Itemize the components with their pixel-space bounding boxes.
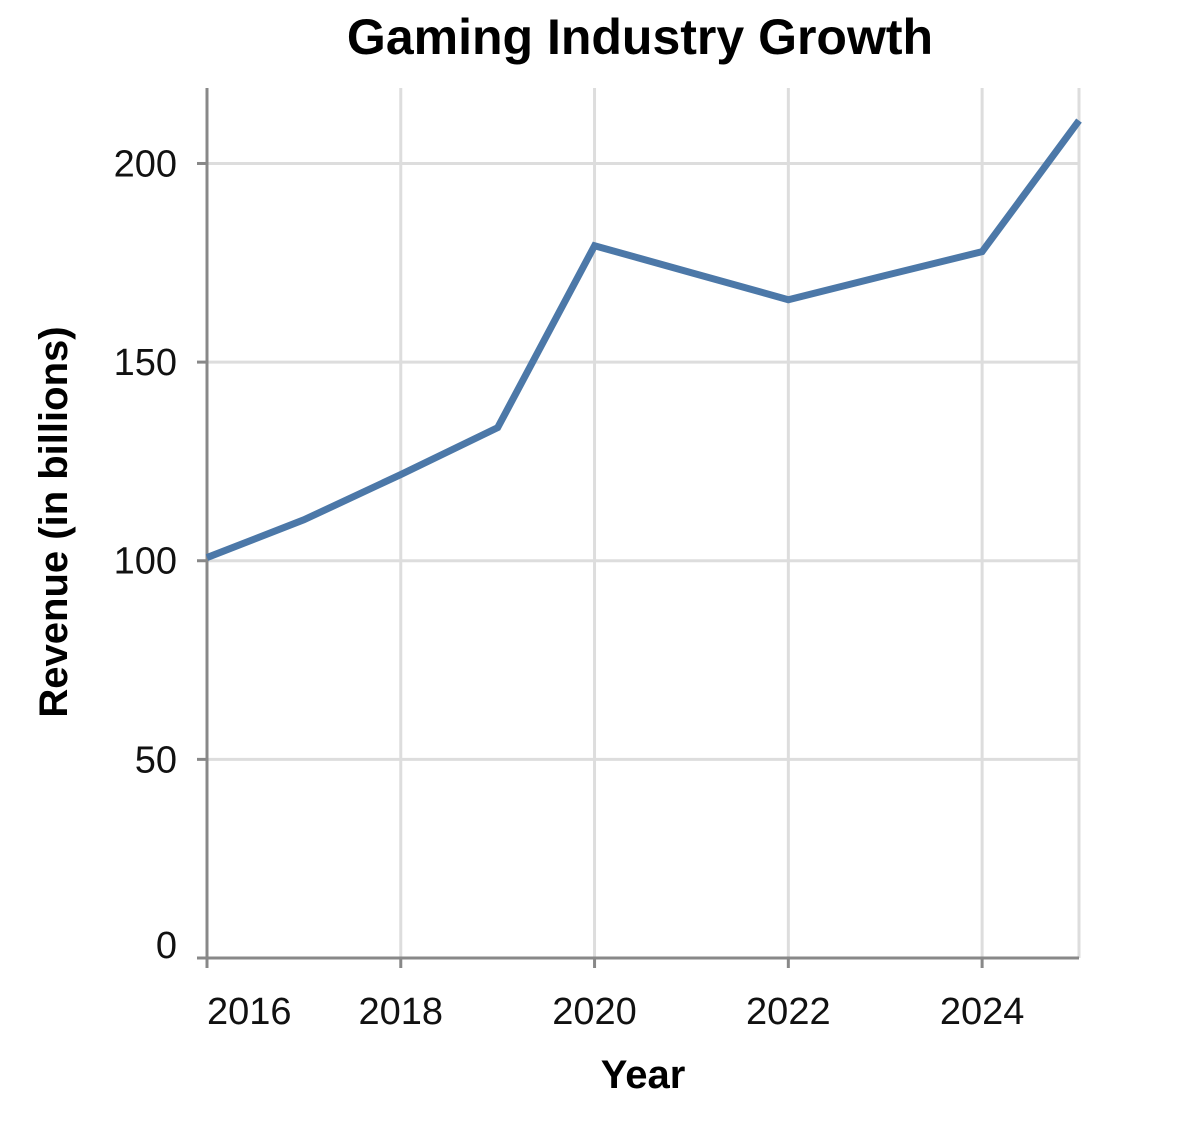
y-tick-label: 0	[156, 925, 177, 967]
y-tick-label: 150	[114, 342, 177, 384]
y-axis-title: Revenue (in billions)	[32, 326, 76, 717]
series	[205, 118, 1082, 561]
chart-title: Gaming Industry Growth	[347, 9, 933, 65]
x-tick-label: 2022	[746, 991, 831, 1033]
series-line-revenue	[205, 118, 1082, 561]
y-tick-label: 100	[114, 541, 177, 583]
x-tick-label: 2024	[940, 991, 1025, 1033]
x-tick-label: 2018	[359, 991, 444, 1033]
x-tick-label: 2020	[552, 991, 637, 1033]
x-axis-title: Year	[601, 1053, 686, 1097]
axes: 2016 2018 2020 2022 2024 0 50 100 150 200	[114, 88, 1079, 1033]
y-tick-label: 50	[135, 739, 177, 781]
grid	[205, 88, 1081, 960]
x-tick-label: 2016	[207, 991, 292, 1033]
y-tick-label: 200	[114, 143, 177, 185]
